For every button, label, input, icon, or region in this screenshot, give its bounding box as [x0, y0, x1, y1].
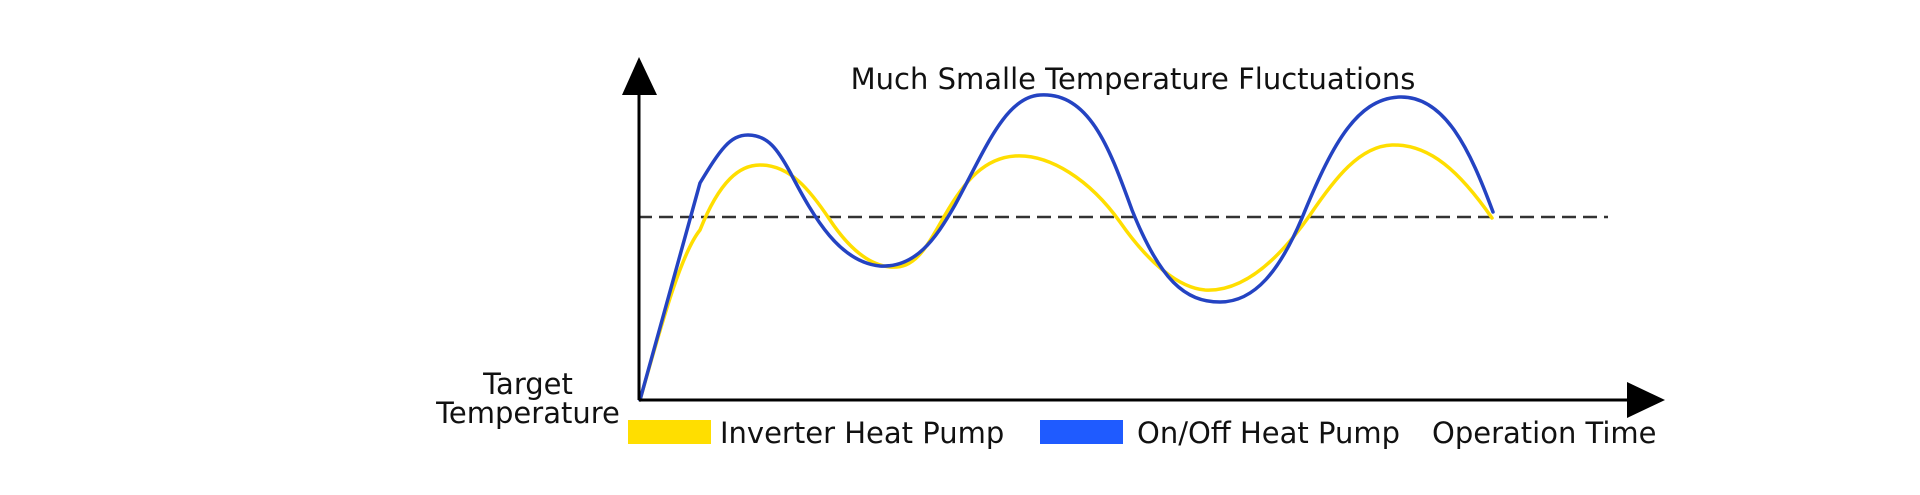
y-axis-label-line-1: Target [482, 367, 573, 401]
legend-label-inverter: Inverter Heat Pump [720, 416, 1004, 450]
y-axis-label-line-2: Temperature [435, 396, 620, 430]
legend-label-onoff: On/Off Heat Pump [1137, 416, 1400, 450]
legend-swatch-inverter [628, 420, 711, 444]
x-axis-label: Operation Time [1432, 416, 1657, 450]
series-line-onoff [638, 93, 1495, 402]
legend-swatch-onoff [1040, 420, 1123, 444]
chart-title: Much Smalle Temperature Fluctuations [851, 62, 1416, 96]
x-axis-arrow-icon [1627, 382, 1665, 418]
y-axis-arrow-icon [622, 57, 657, 95]
series-line-inverter [638, 143, 1494, 402]
